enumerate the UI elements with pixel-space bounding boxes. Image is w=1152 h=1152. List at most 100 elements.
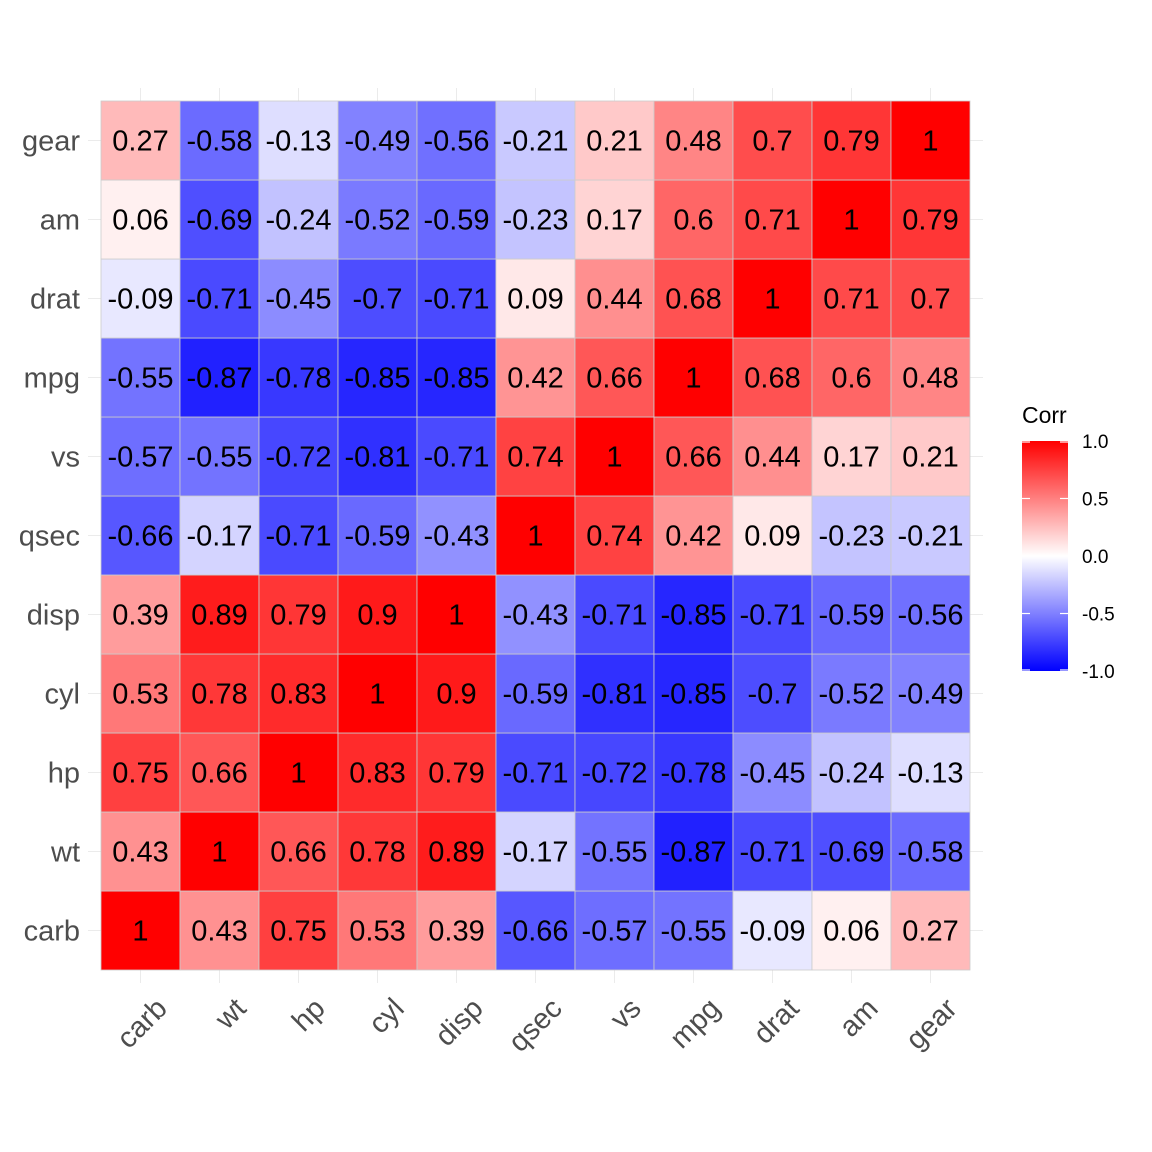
cell-value-label: -0.49 <box>344 126 410 158</box>
cell-value-label: -0.71 <box>186 284 252 316</box>
cell-value-label: 0.27 <box>112 126 168 158</box>
cell-value-label: 0.06 <box>823 916 879 948</box>
x-tick-label-qsec: qsec <box>503 992 569 1058</box>
legend-tick-label: 0.5 <box>1082 490 1108 511</box>
cell-value-label: -0.57 <box>581 916 647 948</box>
y-tick-label-drat: drat <box>30 284 80 316</box>
heatmap-cell-qsec-mpg <box>653 495 734 576</box>
heatmap-cell-disp-cyl <box>337 574 418 655</box>
heatmap-cell-gear-qsec <box>495 100 576 181</box>
heatmap-cell-cyl-vs <box>574 653 655 734</box>
heatmap-cell-gear-carb <box>100 100 181 181</box>
cell-value-label: -0.71 <box>265 521 331 553</box>
heatmap-cell-cyl-disp <box>416 653 497 734</box>
cell-value-label: 0.43 <box>112 837 168 869</box>
legend-title: Corr <box>1022 402 1067 428</box>
heatmap-cell-gear-disp <box>416 100 497 181</box>
x-tick-label-vs: vs <box>604 992 647 1035</box>
heatmap-cell-carb-carb <box>100 890 181 971</box>
heatmap-cell-qsec-qsec <box>495 495 576 576</box>
y-tick-label-am: am <box>40 205 80 237</box>
cell-value-label: 0.39 <box>428 916 484 948</box>
cell-value-label: -0.17 <box>502 837 568 869</box>
heatmap-cell-carb-wt <box>179 890 260 971</box>
cell-value-label: -0.7 <box>748 679 798 711</box>
cell-value-label: -0.13 <box>265 126 331 158</box>
cell-value-label: -0.66 <box>502 916 568 948</box>
cell-value-labels: 1 0.43 0.75 0.53 0.39 -0.66 -0.57 -0.55 -0.09 0.0… <box>107 126 963 948</box>
y-tick-label-wt: wt <box>50 837 80 869</box>
heatmap-cell-mpg-mpg <box>653 337 734 418</box>
cell-value-label: 0.42 <box>507 363 563 395</box>
heatmap-cell-vs-hp <box>258 416 339 497</box>
legend-tick-label: -0.5 <box>1082 605 1115 626</box>
legend-tick-label: 0.0 <box>1082 547 1108 568</box>
cell-value-label: 0.6 <box>831 363 871 395</box>
heatmap-cell-drat-hp <box>258 258 339 339</box>
y-tick-label-vs: vs <box>51 442 80 474</box>
cell-value-label: 0.75 <box>270 916 326 948</box>
cell-value-label: -0.24 <box>818 758 884 790</box>
y-tick-label-gear: gear <box>22 126 80 158</box>
x-axis-tick-labels: carb wt hp cyl disp qsec vs mpg drat am gear <box>111 992 964 1058</box>
x-tick-label-hp: hp <box>286 992 331 1037</box>
cell-value-label: -0.71 <box>739 837 805 869</box>
heatmap-cell-cyl-qsec <box>495 653 576 734</box>
heatmap-cell-am-qsec <box>495 179 576 260</box>
cell-value-label: 0.48 <box>902 363 958 395</box>
heatmap-cell-am-carb <box>100 179 181 260</box>
heatmap-cell-qsec-vs <box>574 495 655 576</box>
cell-value-label: 0.6 <box>673 205 713 237</box>
cell-value-label: 1 <box>290 758 306 790</box>
cell-value-label: 1 <box>685 363 701 395</box>
cell-value-label: -0.59 <box>818 600 884 632</box>
heatmap-cell-wt-am <box>811 811 892 892</box>
heatmap-cell-wt-carb <box>100 811 181 892</box>
cell-value-label: 0.21 <box>902 442 958 474</box>
cell-value-label: -0.55 <box>107 363 173 395</box>
heatmap-cell-am-am <box>811 179 892 260</box>
cell-value-label: -0.85 <box>344 363 410 395</box>
cell-value-label: 0.89 <box>428 837 484 869</box>
heatmap-cell-qsec-drat <box>732 495 813 576</box>
heatmap-cell-hp-hp <box>258 732 339 813</box>
cell-value-label: -0.69 <box>186 205 252 237</box>
cell-value-label: -0.71 <box>502 758 568 790</box>
x-tick-label-cyl: cyl <box>363 992 411 1040</box>
heatmap-cell-vs-carb <box>100 416 181 497</box>
cell-value-label: 0.42 <box>665 521 721 553</box>
cell-value-label: -0.55 <box>660 916 726 948</box>
cell-value-label: -0.71 <box>739 600 805 632</box>
heatmap-cell-drat-carb <box>100 258 181 339</box>
heatmap-cell-am-wt <box>179 179 260 260</box>
cell-value-label: -0.72 <box>581 758 647 790</box>
heatmap-cell-wt-vs <box>574 811 655 892</box>
heatmap-cell-mpg-am <box>811 337 892 418</box>
heatmap-cell-wt-disp <box>416 811 497 892</box>
cell-value-label: -0.58 <box>186 126 252 158</box>
heatmap-cell-gear-wt <box>179 100 260 181</box>
cell-value-label: -0.52 <box>818 679 884 711</box>
heatmap-cell-cyl-am <box>811 653 892 734</box>
heatmap-cell-drat-am <box>811 258 892 339</box>
cell-value-label: 0.06 <box>112 205 168 237</box>
heatmap-cell-carb-vs <box>574 890 655 971</box>
heatmap-cell-gear-vs <box>574 100 655 181</box>
cell-value-label: 0.44 <box>586 284 642 316</box>
heatmap-cell-am-gear <box>890 179 971 260</box>
cell-value-label: 0.17 <box>586 205 642 237</box>
y-tick-label-carb: carb <box>24 916 80 948</box>
heatmap-cell-drat-gear <box>890 258 971 339</box>
heatmap-cell-qsec-am <box>811 495 892 576</box>
heatmap-cell-drat-mpg <box>653 258 734 339</box>
heatmap-cell-carb-hp <box>258 890 339 971</box>
cell-value-label: -0.78 <box>265 363 331 395</box>
cell-value-label: -0.57 <box>107 442 173 474</box>
legend-ticks: 1.0 0.5 0.0 -0.5 -1.0 <box>1022 432 1115 683</box>
cell-value-label: 1 <box>211 837 227 869</box>
heatmap-cell-mpg-disp <box>416 337 497 418</box>
y-axis-tick-labels: carb wt hp cyl disp qsec vs mpg drat am gear <box>19 126 81 948</box>
y-tick-label-disp: disp <box>27 600 80 632</box>
heatmap-cell-mpg-wt <box>179 337 260 418</box>
